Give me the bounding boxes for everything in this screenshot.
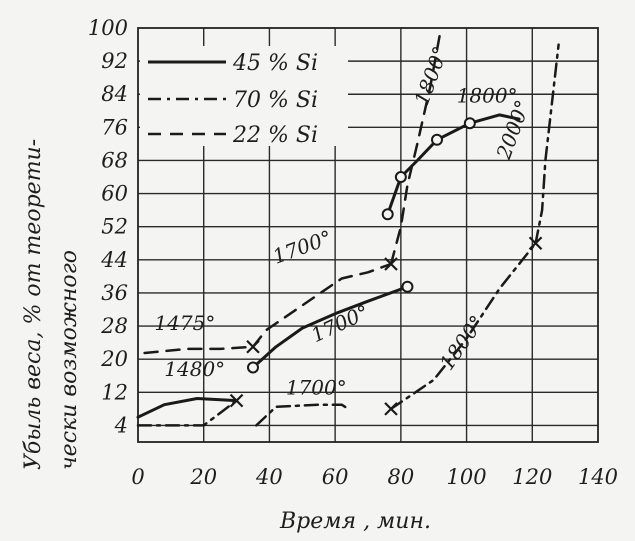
temperature-annotation: 1480° — [164, 357, 225, 381]
legend-label-22-si: 22 % Si — [232, 123, 318, 148]
marker-layer — [229, 117, 543, 416]
plot-frame — [137, 27, 599, 443]
legend-label-45-si: 45 % Si — [232, 51, 318, 76]
series-70-si-line — [389, 242, 537, 411]
series-45-si-point — [381, 208, 394, 221]
x-axis-title: Время , мин. — [279, 509, 431, 534]
series-22-si-line — [143, 345, 255, 355]
y-tick-label: 84 — [101, 82, 128, 106]
temperature-annotation: 1700° — [286, 375, 347, 399]
series-22-si-point — [246, 340, 260, 354]
series-70-si-point — [229, 393, 244, 408]
y-tick-label: 12 — [101, 380, 128, 404]
series-45-si-point — [394, 171, 407, 184]
y-tick-label: 100 — [88, 16, 128, 40]
series-22-si-line — [251, 262, 393, 349]
y-axis-title-line-2: чески возможного — [57, 250, 82, 470]
temperature-annotation: 1475° — [154, 311, 215, 335]
series-45-si-point — [401, 280, 414, 293]
y-tick-label: 92 — [101, 49, 128, 73]
legend-label-70-si: 70 % Si — [233, 88, 318, 113]
temperature-annotation: 1800° — [435, 311, 490, 375]
series-70-si-line — [136, 399, 238, 427]
y-tick-label: 60 — [101, 182, 128, 206]
x-tick-label: 20 — [189, 465, 217, 489]
y-tick-label: 4 — [114, 413, 128, 437]
x-tick-label: 100 — [447, 465, 487, 489]
series-70-si-line — [255, 403, 350, 427]
temperature-annotation: 1700° — [307, 300, 372, 347]
series-45-si-line — [136, 397, 239, 419]
legend: 45 % Si 70 % Si 22 % Si — [140, 46, 348, 148]
tick-labels: 4 12 20 28 36 44 52 60 68 76 84 92 100 0 20 40 60 80 100 12… — [88, 16, 618, 489]
x-tick-label: 80 — [387, 465, 414, 489]
y-tick-label: 28 — [100, 314, 128, 338]
y-tick-label: 52 — [101, 215, 128, 239]
x-tick-label: 0 — [131, 465, 144, 489]
series-22-si-line — [389, 30, 442, 266]
series-70-si-point — [384, 402, 398, 416]
y-tick-label: 44 — [100, 248, 128, 272]
x-tick-label: 140 — [578, 465, 618, 489]
series-22-si-point — [384, 257, 398, 271]
series-45-si-point — [247, 361, 259, 374]
series-45-si-point — [431, 133, 443, 146]
y-axis-title-line-1: Убыль веса, % от теорети- — [21, 139, 46, 470]
series-45-si-point — [463, 117, 476, 130]
y-tick-label: 20 — [100, 347, 128, 371]
x-tick-label: 40 — [255, 465, 283, 489]
y-tick-label: 76 — [101, 115, 128, 139]
series-45-si-line — [251, 285, 409, 369]
temperature-annotation: 1800° — [409, 43, 452, 108]
y-tick-label: 36 — [101, 281, 128, 305]
temperature-annotation: 1800° — [457, 84, 518, 108]
x-tick-label: 120 — [512, 465, 552, 489]
temperature-annotation: 1700° — [270, 225, 335, 268]
series-70-si-point — [528, 236, 543, 251]
series-70-si-line — [534, 43, 560, 245]
y-tick-label: 68 — [101, 148, 128, 172]
x-tick-label: 60 — [322, 465, 349, 489]
